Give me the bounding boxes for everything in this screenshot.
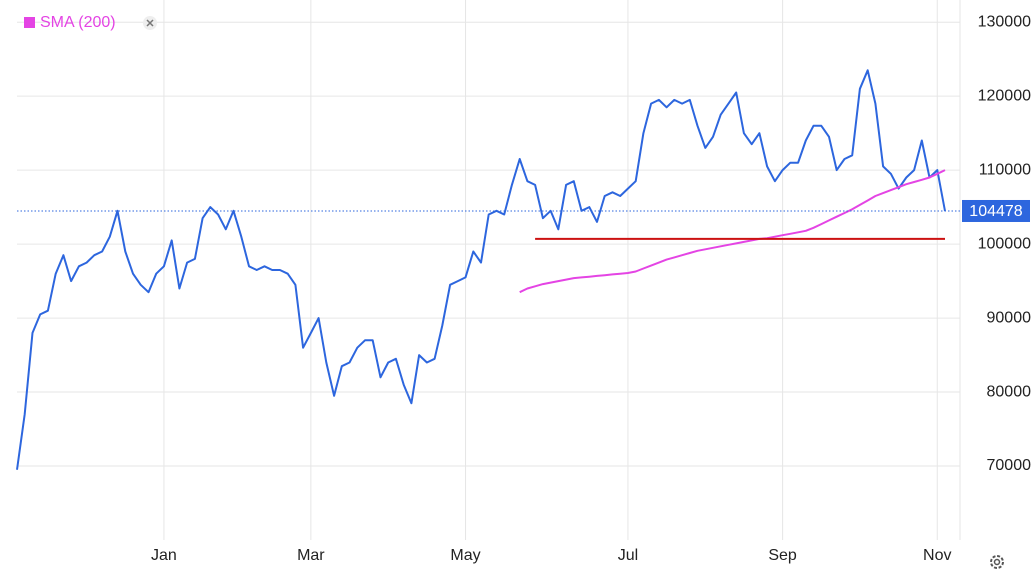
settings-icon[interactable] xyxy=(990,555,1004,569)
y-tick-label: 90000 xyxy=(987,309,1032,326)
x-tick-label: Jul xyxy=(618,547,638,564)
x-tick-label: Jan xyxy=(151,547,177,564)
last-price-box xyxy=(962,199,1030,222)
y-tick-label: 80000 xyxy=(987,383,1032,400)
x-tick-label: Mar xyxy=(297,547,325,564)
last-price-label: 104478 xyxy=(969,203,1022,220)
y-tick-label: 130000 xyxy=(978,13,1031,30)
legend-swatch xyxy=(24,17,35,28)
gear-hub xyxy=(993,558,1001,566)
series-line xyxy=(16,69,946,470)
legend-label: SMA (200) xyxy=(40,14,116,31)
x-tick-label: Sep xyxy=(768,547,797,564)
x-tick-label: May xyxy=(450,547,480,564)
gear-teeth xyxy=(990,555,1004,569)
y-tick-label: 70000 xyxy=(987,457,1032,474)
y-tick-label: 120000 xyxy=(978,87,1031,104)
x-tick-label: Nov xyxy=(923,547,951,564)
y-tick-label: 100000 xyxy=(978,235,1031,252)
y-tick-label: 110000 xyxy=(979,161,1031,178)
close-x xyxy=(146,19,154,27)
legend-close[interactable] xyxy=(143,16,157,30)
series-line xyxy=(519,169,946,294)
